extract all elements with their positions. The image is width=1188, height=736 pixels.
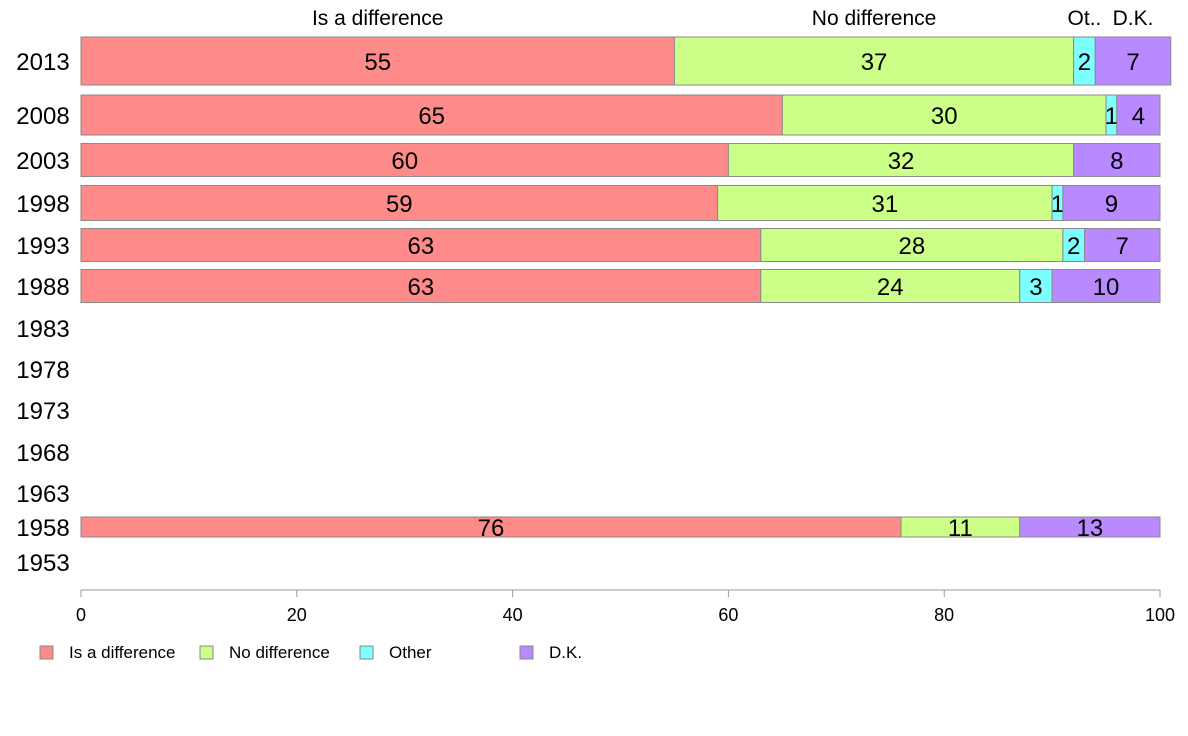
bar-segment [1073, 143, 1161, 177]
year-label-2003: 2003 [16, 148, 69, 175]
x-tick-label: 40 [503, 605, 523, 625]
data-label: 10 [1093, 274, 1120, 301]
year-label-2008: 2008 [16, 103, 69, 130]
column-header: D.K. [1113, 7, 1154, 30]
data-label: 55 [364, 49, 391, 76]
legend-swatch [39, 645, 54, 660]
bar-segment [80, 94, 783, 136]
bar-segment [673, 36, 1075, 86]
year-label-1983: 1983 [16, 316, 69, 343]
legend: Is a difference No difference Other D.K. [39, 643, 582, 662]
bar-segment [1083, 228, 1161, 262]
bar-segment [760, 269, 1021, 303]
bar-segment [727, 143, 1075, 177]
legend-label: Other [389, 643, 432, 662]
data-label: 28 [898, 233, 925, 260]
column-header: Is a difference [312, 7, 444, 30]
x-tick-label: 80 [934, 605, 954, 625]
data-label: 37 [861, 49, 888, 76]
column-header: Ot.. [1068, 7, 1102, 30]
year-label-1978: 1978 [16, 357, 69, 384]
data-label: 60 [391, 148, 418, 175]
x-tick-label: 100 [1145, 605, 1175, 625]
bar-segment [80, 36, 675, 86]
bar-segment [760, 228, 1064, 262]
data-label: 8 [1110, 148, 1123, 175]
bar-segment [80, 143, 729, 177]
year-label-1953: 1953 [16, 550, 69, 577]
column-headers: Is a difference No difference Ot.. D.K. [312, 7, 1153, 30]
bar-segment [80, 228, 762, 262]
year-label-1958: 1958 [16, 515, 69, 542]
data-label: 24 [877, 274, 904, 301]
year-label-1968: 1968 [16, 440, 69, 467]
data-label: 4 [1132, 103, 1145, 130]
bar-segment [1116, 94, 1161, 136]
bar-segment [1051, 269, 1161, 303]
data-label: 32 [888, 148, 915, 175]
data-label: 7 [1126, 49, 1139, 76]
data-label: 31 [872, 191, 899, 218]
bar-segment [717, 185, 1053, 221]
data-label: 9 [1105, 191, 1118, 218]
year-label-2013: 2013 [16, 49, 69, 76]
year-label-1993: 1993 [16, 233, 69, 260]
data-label: 3 [1029, 274, 1042, 301]
data-label: 2 [1078, 49, 1091, 76]
data-label: 1 [1105, 103, 1118, 130]
x-tick-label: 0 [76, 605, 86, 625]
data-label: 13 [1077, 515, 1104, 542]
year-label-1998: 1998 [16, 191, 69, 218]
bar-segment [781, 94, 1107, 136]
data-label: 59 [386, 191, 413, 218]
data-label: 7 [1116, 233, 1129, 260]
bar-segment [80, 185, 719, 221]
year-label-1963: 1963 [16, 481, 69, 508]
bar-segment [1019, 269, 1053, 303]
data-label: 65 [418, 103, 445, 130]
data-label: 30 [931, 103, 958, 130]
bar-segment [1094, 36, 1172, 86]
x-tick-label: 60 [718, 605, 738, 625]
data-label: 63 [408, 274, 435, 301]
bar-segment [1019, 516, 1161, 538]
x-axis: 0 20 40 60 80 100 [76, 589, 1175, 625]
year-labels: 2013 2008 2003 1998 1993 1988 1983 1978 1973 1968… [16, 49, 69, 577]
legend-swatch [199, 645, 214, 660]
bar-segment [80, 269, 762, 303]
data-label: 1 [1051, 191, 1064, 218]
x-tick-label: 20 [287, 605, 307, 625]
data-label: 2 [1067, 233, 1080, 260]
legend-label: Is a difference [69, 643, 175, 662]
legend-swatch [519, 645, 534, 660]
legend-label: D.K. [549, 643, 582, 662]
legend-label: No difference [229, 643, 330, 662]
data-label: 11 [948, 515, 973, 542]
column-header: No difference [812, 7, 937, 30]
legend-swatch [359, 645, 374, 660]
data-label: 63 [408, 233, 435, 260]
year-label-1973: 1973 [16, 398, 69, 425]
bar-segment [1062, 185, 1161, 221]
data-label: 76 [478, 515, 505, 542]
year-label-1988: 1988 [16, 274, 69, 301]
